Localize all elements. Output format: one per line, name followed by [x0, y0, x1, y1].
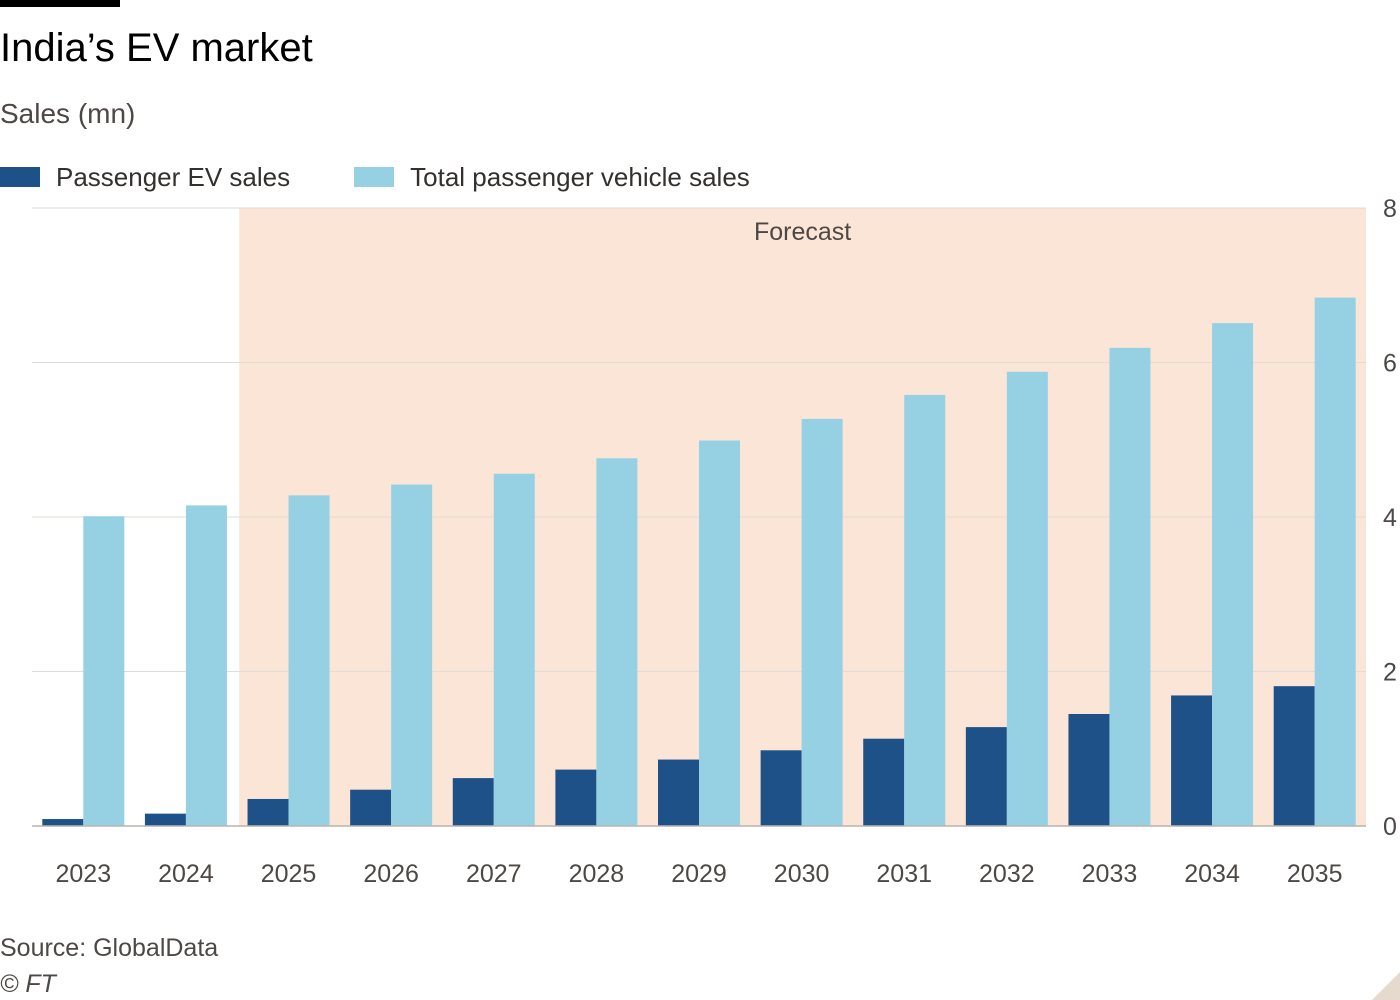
- bar-ev-sales: [760, 750, 802, 826]
- bar-ev-sales: [1171, 695, 1213, 826]
- x-tick-label: 2025: [261, 860, 317, 888]
- bar-chart: Forecast 0 2 4 6 8 2023 2024 2025 2026 2027 2028 202…: [32, 195, 1397, 888]
- bar-ev-sales: [1273, 686, 1315, 826]
- legend-label-ev: Passenger EV sales: [56, 161, 291, 192]
- copyright-note: © FT: [0, 970, 56, 998]
- x-tick-label: 2027: [466, 860, 522, 888]
- x-tick-label: 2035: [1287, 860, 1343, 888]
- bar-total-sales: [391, 484, 433, 826]
- x-tick-label: 2028: [569, 860, 625, 888]
- bar-ev-sales: [144, 813, 186, 826]
- x-tick-label: 2026: [363, 860, 419, 888]
- bar-total-sales: [1314, 297, 1356, 826]
- legend-swatch-total: [354, 167, 395, 187]
- legend-item-total: Total passenger vehicle sales: [354, 162, 750, 193]
- bar-total-sales: [185, 505, 227, 826]
- corner-mark: [1372, 972, 1400, 1000]
- bar-total-sales: [1006, 371, 1048, 826]
- bar-ev-sales: [965, 727, 1007, 826]
- legend-swatch-ev: [0, 167, 40, 187]
- bar-total-sales: [493, 473, 535, 826]
- x-tick-label: 2023: [55, 860, 111, 888]
- source-note: Source: GlobalData: [0, 934, 219, 962]
- bar-ev-sales: [1068, 713, 1110, 826]
- bar-total-sales: [288, 495, 330, 826]
- x-tick-label: 2031: [876, 860, 932, 888]
- y-tick-label: 2: [1383, 659, 1397, 687]
- y-tick-label: 6: [1383, 350, 1397, 378]
- forecast-label: Forecast: [754, 218, 851, 246]
- legend: Passenger EV sales Total passenger vehic…: [0, 160, 814, 194]
- bar-ev-sales: [555, 769, 597, 826]
- x-tick-label: 2030: [774, 860, 830, 888]
- y-tick-label: 0: [1383, 813, 1397, 841]
- y-tick-label: 4: [1383, 504, 1397, 532]
- x-tick-label: 2024: [158, 860, 214, 888]
- x-tick-label: 2029: [671, 860, 727, 888]
- bar-ev-sales: [452, 778, 494, 826]
- x-tick-label: 2033: [1082, 860, 1138, 888]
- chart-subtitle: Sales (mn): [0, 98, 136, 129]
- y-tick-label: 8: [1383, 195, 1397, 223]
- bar-ev-sales: [658, 759, 699, 826]
- bar-total-sales: [801, 418, 843, 826]
- bar-total-sales: [596, 458, 638, 826]
- bar-total-sales: [1109, 347, 1151, 826]
- bar-total-sales: [83, 516, 125, 826]
- x-tick-label: 2032: [979, 860, 1035, 888]
- bar-ev-sales: [42, 819, 84, 826]
- bar-total-sales: [1212, 323, 1254, 826]
- bar-total-sales: [904, 394, 946, 826]
- top-rule: [0, 0, 120, 7]
- legend-item-ev: Passenger EV sales: [0, 162, 290, 193]
- chart-title: India’s EV market: [0, 26, 313, 70]
- bar-ev-sales: [863, 738, 905, 826]
- bar-total-sales: [699, 440, 740, 826]
- bar-ev-sales: [247, 798, 289, 826]
- x-tick-label: 2034: [1184, 860, 1240, 888]
- bar-ev-sales: [350, 789, 392, 826]
- legend-label-total: Total passenger vehicle sales: [410, 161, 750, 192]
